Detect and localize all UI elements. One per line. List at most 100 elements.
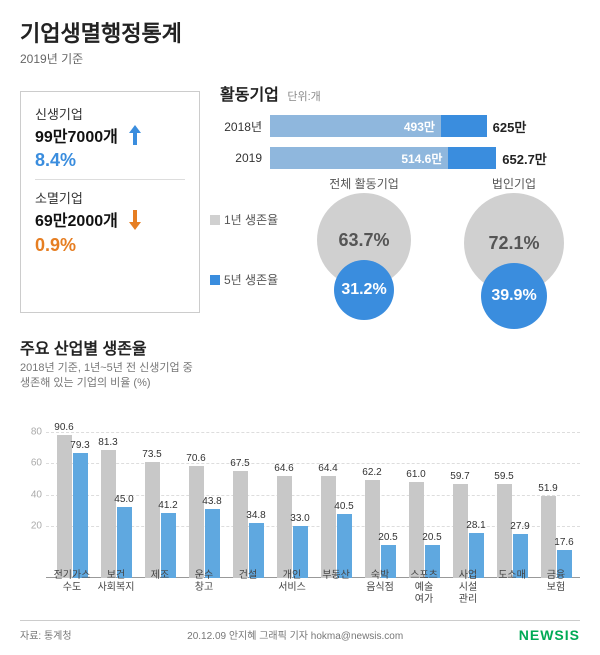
dead-biz-pct: 0.9% <box>35 235 76 256</box>
legend-5yr-box <box>210 275 220 285</box>
bar-group: 67.534.8 <box>226 471 270 578</box>
bar: 73.5 <box>145 462 160 578</box>
bar-group: 61.020.5 <box>402 482 446 578</box>
bar-value: 62.2 <box>362 467 381 478</box>
new-biz-value: 99만7000개 <box>35 123 118 147</box>
x-label: 전기가스수도 <box>50 566 94 606</box>
bar-group: 90.679.3 <box>50 435 94 578</box>
survival-circles: 1년 생존율 5년 생존율 전체 활동기업63.7%31.2%법인기업72.1%… <box>220 193 580 313</box>
x-label: 숙박음식점 <box>358 566 402 606</box>
bar: 64.6 <box>277 476 292 578</box>
hbar-title: 활동기업 <box>220 87 279 104</box>
bar-group: 81.345.0 <box>94 450 138 578</box>
bar: 81.3 <box>101 450 116 578</box>
legend-5yr-label: 5년 생존율 <box>224 271 278 288</box>
bar-value: 73.5 <box>142 449 161 460</box>
bar-value: 43.8 <box>202 496 221 507</box>
x-label: 제조 <box>138 566 182 606</box>
circle-title: 전체 활동기업 <box>304 175 424 192</box>
bar-value: 67.5 <box>230 458 249 469</box>
bar: 59.7 <box>453 484 468 578</box>
bar: 67.5 <box>233 471 248 578</box>
y-tick: 60 <box>20 458 42 469</box>
bar-value: 51.9 <box>538 483 557 494</box>
bar-value: 64.6 <box>274 463 293 474</box>
one-person-label: 1인 기업 <box>203 0 243 2</box>
stat-box: 신생기업 99만7000개 8.4% 소멸기업 69만2000개 0.9% <box>20 91 200 313</box>
bar-group: 70.643.8 <box>182 466 226 577</box>
hbar-year: 2019 <box>220 151 270 165</box>
x-label: 금융보험 <box>534 566 578 606</box>
circle-5yr: 31.2% <box>334 260 394 320</box>
x-label: 운수창고 <box>182 566 226 606</box>
bar-value: 61.0 <box>406 469 425 480</box>
arrow-down-icon <box>128 210 142 235</box>
hbar-outer <box>448 147 496 169</box>
circle-5yr: 39.9% <box>481 263 547 329</box>
new-biz-label: 신생기업 <box>35 104 185 123</box>
section2-sub: 2018년 기준, 1년~5년 전 신생기업 중 생존해 있는 기업의 비율 (… <box>20 361 580 392</box>
page-title: 기업생멸행정통계 <box>20 16 580 48</box>
bar: 62.2 <box>365 480 380 578</box>
bar-value: 59.7 <box>450 471 469 482</box>
bar-value: 90.6 <box>54 422 73 433</box>
credit-label: 20.12.09 안지혜 그래픽 기자 hokma@newsis.com <box>187 627 403 643</box>
hbar-inner: 514.6만 <box>270 147 448 169</box>
source-label: 자료: 통계청 <box>20 627 72 643</box>
bar-group: 59.527.9 <box>490 484 534 578</box>
bar: 70.6 <box>189 466 204 577</box>
legend-1yr-label: 1년 생존율 <box>224 211 278 228</box>
x-label: 건설 <box>226 566 270 606</box>
x-label: 개인서비스 <box>270 566 314 606</box>
bar-group: 62.220.5 <box>358 480 402 578</box>
hbar-inner: 493만 <box>270 115 441 137</box>
page-subtitle: 2019년 기준 <box>20 50 580 67</box>
dead-biz-value: 69만2000개 <box>35 207 118 231</box>
bar-group: 64.440.5 <box>314 476 358 578</box>
bar: 64.4 <box>321 476 336 578</box>
legend-1yr-box <box>210 215 220 225</box>
hbar-chart: 1인 기업2018년493만625만2019514.6만652.7만 <box>220 115 580 169</box>
dead-biz-label: 소멸기업 <box>35 188 185 207</box>
hbar-total-label: 625만 <box>493 117 527 136</box>
bar-value: 79.3 <box>70 440 89 451</box>
hbar-total-label: 652.7만 <box>502 149 547 168</box>
bar-value: 59.5 <box>494 471 513 482</box>
x-label: 사업시설관리 <box>446 566 490 606</box>
bar-value: 45.0 <box>114 494 133 505</box>
footer: 자료: 통계청 20.12.09 안지혜 그래픽 기자 hokma@newsis… <box>20 620 580 643</box>
new-biz-pct: 8.4% <box>35 150 76 171</box>
bar: 90.6 <box>57 435 72 578</box>
y-tick: 20 <box>20 521 42 532</box>
circle-title: 법인기업 <box>454 175 574 192</box>
bar-group: 59.728.1 <box>446 484 490 578</box>
logo: NEWSIS <box>519 627 580 643</box>
bar-chart: 2040608090.679.381.345.073.541.270.643.8… <box>20 416 580 606</box>
bar-value: 64.4 <box>318 463 337 474</box>
hbar-outer <box>441 115 487 137</box>
bar-value: 81.3 <box>98 437 117 448</box>
y-tick: 80 <box>20 426 42 437</box>
hbar-unit: 단위:개 <box>287 91 320 103</box>
x-label: 부동산 <box>314 566 358 606</box>
section2-title: 주요 산업별 생존율 <box>20 335 580 359</box>
bar-value: 40.5 <box>334 501 353 512</box>
bar: 59.5 <box>497 484 512 578</box>
bar-value: 17.6 <box>554 537 573 548</box>
bar-value: 20.5 <box>422 532 441 543</box>
arrow-up-icon <box>128 125 142 150</box>
hbar-year: 2018년 <box>220 118 270 135</box>
bar-group: 64.633.0 <box>270 476 314 578</box>
bar-value: 70.6 <box>186 453 205 464</box>
bar: 61.0 <box>409 482 424 578</box>
x-label: 스포츠예술여가 <box>402 566 446 606</box>
x-label: 보건사회복지 <box>94 566 138 606</box>
bar-value: 34.8 <box>246 510 265 521</box>
bar: 79.3 <box>73 453 88 578</box>
bar-value: 27.9 <box>510 521 529 532</box>
bar-group: 73.541.2 <box>138 462 182 578</box>
x-label: 도소매 <box>490 566 534 606</box>
bar-value: 28.1 <box>466 520 485 531</box>
y-tick: 40 <box>20 489 42 500</box>
bar-value: 20.5 <box>378 532 397 543</box>
